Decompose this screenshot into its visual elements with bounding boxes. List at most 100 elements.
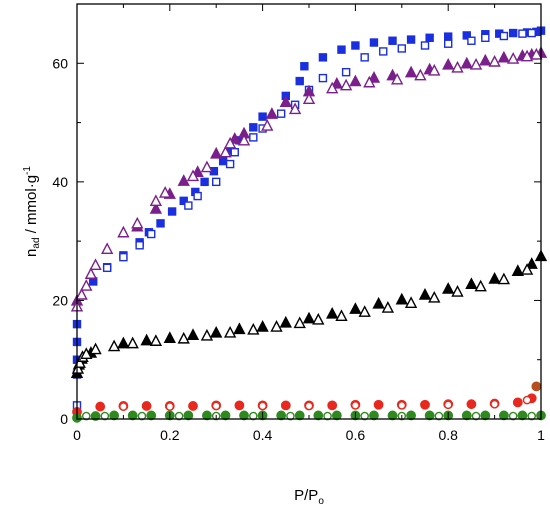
square-marker (318, 53, 328, 62)
triangle-marker (200, 160, 214, 173)
triangle-marker (265, 107, 279, 119)
triangle-marker (520, 49, 534, 62)
triangle-marker (520, 263, 534, 275)
triangle-marker (372, 296, 385, 309)
triangle-marker (200, 328, 214, 341)
triangle-marker (131, 216, 144, 229)
triangle-marker (149, 202, 163, 214)
triangle-marker (247, 322, 260, 335)
square-marker (119, 252, 128, 262)
square-marker (518, 29, 527, 38)
series-8 (119, 395, 532, 411)
circle-marker (512, 397, 523, 408)
series-7 (531, 381, 542, 392)
axis-ticks: 0 0.2 0.4 0.6 0.8 1 0 20 40 60 (52, 4, 545, 443)
triangle-marker (101, 242, 114, 255)
triangle-marker (395, 292, 408, 305)
square-marker (397, 44, 406, 53)
square-marker (351, 41, 360, 50)
square-marker (318, 73, 328, 83)
square-marker (147, 229, 156, 239)
x-axis-title: P/Po (294, 487, 324, 507)
triangle-marker (414, 68, 427, 81)
square-marker (89, 277, 98, 286)
triangle-marker (479, 53, 492, 66)
triangle-marker (107, 339, 121, 352)
triangle-marker (80, 347, 93, 359)
triangle-marker (326, 81, 339, 94)
triangle-marker (381, 301, 395, 313)
square-marker (467, 36, 476, 45)
triangle-marker (89, 258, 102, 271)
square-marker (167, 207, 177, 216)
square-marker (425, 33, 434, 42)
triangle-marker (460, 56, 473, 69)
triangle-marker (363, 75, 376, 88)
square-marker (230, 148, 239, 157)
triangle-marker (391, 72, 404, 85)
triangle-marker (488, 271, 501, 284)
triangle-marker (223, 136, 237, 149)
triangle-marker (228, 132, 241, 144)
triangle-marker (326, 306, 339, 319)
square-marker (341, 67, 351, 77)
square-marker (179, 196, 188, 206)
triangle-marker (279, 315, 292, 328)
triangle-marker (233, 322, 246, 335)
triangle-marker (159, 186, 172, 198)
circle-marker (351, 401, 360, 410)
triangle-marker (89, 342, 102, 355)
circle-marker (141, 401, 152, 411)
square-marker (258, 112, 267, 121)
triangle-marker (177, 331, 190, 344)
square-marker (527, 28, 536, 38)
series-0 (72, 26, 546, 379)
triangle-marker (186, 328, 200, 341)
triangle-marker (474, 279, 487, 292)
square-marker (388, 36, 397, 45)
triangle-marker (404, 296, 418, 308)
y-tick-label: 40 (52, 174, 68, 190)
triangle-marker (117, 336, 130, 349)
triangle-marker (349, 74, 362, 87)
triangle-marker (149, 194, 163, 207)
triangle-marker (418, 287, 432, 300)
y-tick-label: 0 (60, 411, 68, 427)
square-marker (135, 241, 144, 250)
square-marker (193, 191, 202, 201)
triangle-marker (330, 76, 343, 89)
square-marker (420, 41, 430, 50)
triangle-marker (339, 78, 353, 91)
series-3 (70, 47, 543, 312)
square-marker (249, 123, 258, 132)
y-tick-label: 60 (52, 55, 68, 71)
circle-marker (119, 402, 128, 411)
square-marker (337, 45, 346, 54)
circle-marker (90, 411, 101, 421)
triangle-marker (126, 336, 139, 349)
x-tick-label: 0 (73, 427, 81, 443)
square-marker (379, 47, 388, 56)
square-marker (406, 35, 416, 44)
square-marker (102, 263, 112, 273)
series-5 (71, 263, 534, 374)
square-marker (218, 156, 228, 166)
triangle-marker (367, 71, 381, 83)
triangle-marker (488, 55, 501, 67)
triangle-marker (507, 52, 520, 64)
x-tick-label: 1 (537, 427, 545, 443)
triangle-marker (71, 362, 85, 374)
triangle-marker (140, 333, 153, 346)
circle-marker (373, 399, 384, 410)
triangle-marker (442, 57, 455, 70)
series-1 (72, 28, 536, 410)
triangle-marker (186, 169, 200, 182)
square-marker (462, 31, 471, 40)
triangle-marker (358, 305, 371, 317)
square-marker (444, 39, 453, 48)
square-marker (156, 219, 165, 228)
circle-marker (531, 381, 542, 392)
square-marker (360, 53, 369, 62)
triangle-marker (428, 63, 441, 76)
